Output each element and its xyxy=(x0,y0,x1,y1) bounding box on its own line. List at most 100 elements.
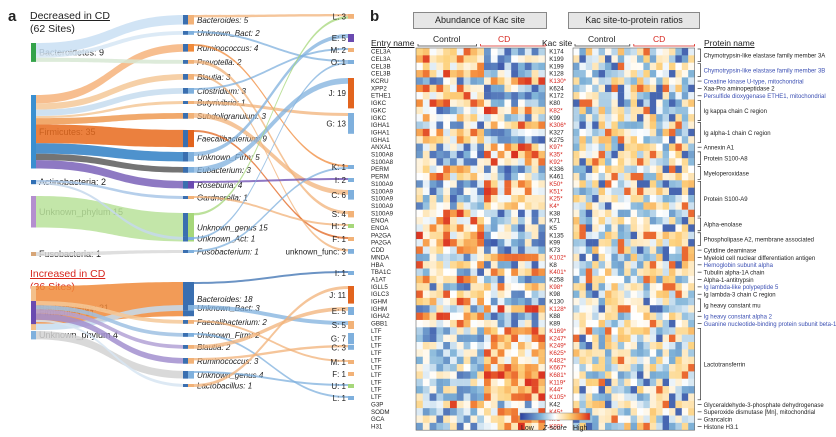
heat-cell-abundance xyxy=(429,231,437,240)
heat-cell-ratio xyxy=(688,114,695,122)
heat-cell-ratio xyxy=(662,77,670,85)
heat-cell-ratio xyxy=(681,422,689,431)
heat-cell-ratio xyxy=(643,290,650,299)
heat-cell-abundance xyxy=(511,77,519,85)
heat-cell-ratio xyxy=(656,128,663,137)
heat-cell-ratio xyxy=(675,172,682,181)
heat-cell-ratio xyxy=(662,393,670,401)
kac-site: K98* xyxy=(549,284,563,291)
heat-cell-abundance xyxy=(531,268,539,277)
heat-cell-abundance xyxy=(484,77,491,85)
heat-cell-ratio xyxy=(585,378,593,387)
heat-cell-abundance xyxy=(538,261,546,269)
heat-cell-abundance xyxy=(429,77,437,85)
heat-cell-ratio xyxy=(681,55,689,63)
heat-cell-ratio xyxy=(681,371,689,379)
heat-cell-abundance xyxy=(463,165,471,174)
heat-cell-abundance xyxy=(497,400,505,409)
protein-name: Creatine kinase U-type, mitochondrial xyxy=(704,79,804,85)
protein-bracket xyxy=(697,232,701,246)
heat-cell-abundance xyxy=(504,371,512,379)
heat-cell-ratio xyxy=(675,150,682,159)
heat-cell-ratio xyxy=(637,172,644,181)
heat-cell-ratio xyxy=(592,371,599,379)
heat-cell-ratio xyxy=(624,158,631,166)
heat-cell-abundance xyxy=(456,261,464,269)
decreased-genus-node xyxy=(183,88,188,94)
protein-name: Protein S100-A9 xyxy=(704,197,749,203)
entry-name: XPP2 xyxy=(371,85,387,92)
heat-cell-abundance xyxy=(497,283,505,291)
heat-cell-abundance xyxy=(463,114,471,122)
decreased-phylum-genus-link xyxy=(36,74,188,110)
heat-cell-abundance xyxy=(456,422,464,431)
decreased-ptm-node xyxy=(348,14,354,19)
heat-cell-abundance xyxy=(504,121,512,130)
heat-cell-abundance xyxy=(511,408,519,416)
heat-cell-ratio xyxy=(585,334,593,343)
heat-cell-ratio xyxy=(637,415,644,424)
heat-cell-abundance xyxy=(484,283,491,291)
heat-cell-abundance xyxy=(463,261,471,269)
heat-cell-abundance xyxy=(450,349,457,357)
heat-cell-ratio xyxy=(579,422,586,431)
heat-cell-ratio xyxy=(611,349,618,357)
heat-cell-abundance xyxy=(477,84,485,93)
heat-cell-ratio xyxy=(681,342,689,350)
heat-cell-ratio xyxy=(649,84,657,93)
heat-cell-abundance xyxy=(470,136,478,144)
heat-cell-abundance xyxy=(429,114,437,122)
heat-cell-abundance xyxy=(490,143,498,152)
kac-site: K336 xyxy=(549,166,564,173)
heat-cell-ratio xyxy=(649,393,657,401)
heat-cell-abundance xyxy=(429,305,437,313)
heat-cell-ratio xyxy=(585,84,593,93)
protein-name: Xaa-Pro aminopeptidase 2 xyxy=(704,87,776,93)
heat-cell-abundance xyxy=(518,70,525,78)
heat-cell-ratio xyxy=(585,70,593,78)
heat-cell-abundance xyxy=(463,55,471,63)
heat-cell-ratio xyxy=(688,143,695,152)
kac-site: K119* xyxy=(549,379,566,386)
heat-cell-abundance xyxy=(490,268,498,277)
entry-name: ETHE1 xyxy=(371,93,392,100)
decreased-genus-node xyxy=(183,196,188,199)
heat-cell-ratio xyxy=(681,312,689,321)
panel-b-letter: b xyxy=(370,8,380,25)
heat-cell-ratio xyxy=(624,378,631,387)
heat-cell-abundance xyxy=(518,136,525,144)
heat-cell-abundance xyxy=(538,275,546,284)
heat-cell-ratio xyxy=(656,400,663,409)
heat-cell-ratio xyxy=(637,55,644,63)
increased-ptm-node xyxy=(348,307,354,315)
heat-cell-ratio xyxy=(630,371,638,379)
protein-name: Protein S100-A8 xyxy=(704,157,749,163)
decreased-phylum-genus-link xyxy=(36,44,188,104)
heat-cell-abundance xyxy=(497,180,505,188)
heat-cell-abundance xyxy=(511,143,519,152)
heat-cell-abundance xyxy=(436,77,444,85)
entry-name: S100A9 xyxy=(371,188,394,195)
heat-cell-abundance xyxy=(490,261,498,269)
kac-site: K258 xyxy=(549,276,564,283)
heat-cell-ratio xyxy=(643,268,650,277)
heat-cell-abundance xyxy=(518,55,525,63)
heat-cell-ratio xyxy=(592,268,599,277)
heat-cell-abundance xyxy=(484,231,491,240)
heat-cell-ratio xyxy=(630,143,638,152)
protein-name: Alpha-1-antitrypsin xyxy=(704,278,754,284)
heat-cell-ratio xyxy=(656,283,663,291)
heat-cell-abundance xyxy=(531,77,539,85)
heat-cell-abundance xyxy=(463,415,471,424)
heat-cell-abundance xyxy=(470,253,478,262)
increased-genus-ptm-link xyxy=(194,286,348,387)
heat-cell-abundance xyxy=(477,319,485,328)
increased-ptm-node xyxy=(348,286,354,304)
heat-cell-ratio xyxy=(662,342,670,350)
heat-cell-abundance xyxy=(477,400,485,409)
heat-cell-abundance xyxy=(531,393,539,401)
heat-cell-abundance xyxy=(416,114,423,122)
protein-bracket xyxy=(697,180,701,217)
heat-cell-abundance xyxy=(450,158,457,166)
decreased-ptm-node xyxy=(348,178,354,182)
